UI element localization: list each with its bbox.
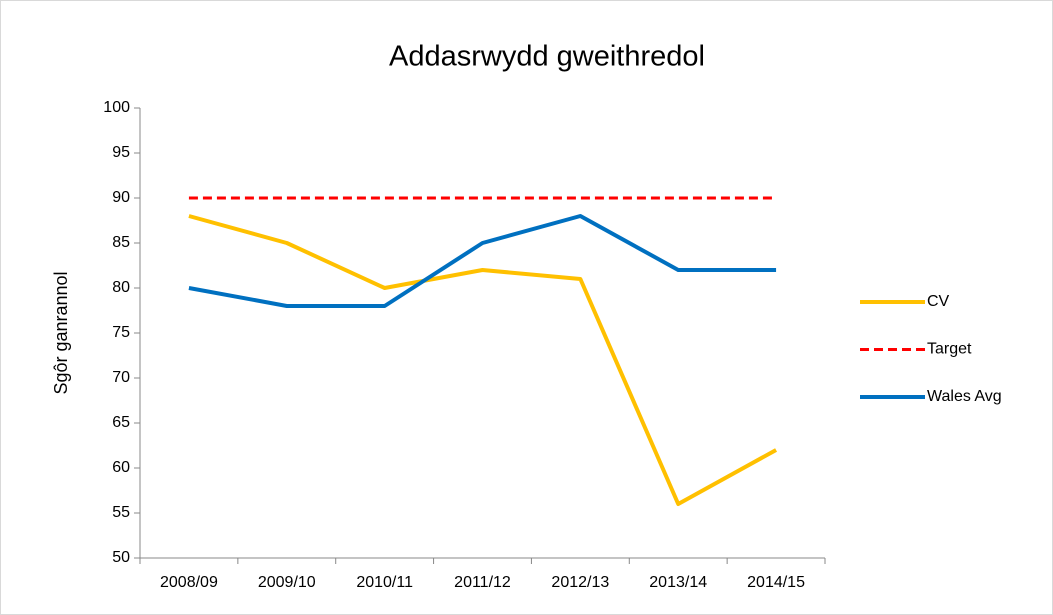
x-tick-label: 2013/14 — [649, 574, 707, 591]
legend-label: CV — [927, 293, 950, 310]
y-tick-label: 55 — [112, 504, 130, 521]
series-line — [188, 214, 777, 308]
y-tick-label: 85 — [112, 234, 130, 251]
x-tick-label: 2010/11 — [356, 574, 413, 591]
legend-label: Target — [927, 341, 972, 358]
y-tick-label: 70 — [112, 369, 130, 386]
x-tick-label: 2014/15 — [747, 574, 805, 591]
y-tick-label: 90 — [112, 189, 130, 206]
y-tick-label: 95 — [112, 144, 130, 161]
x-tick-label: 2011/12 — [454, 574, 511, 591]
y-tick-label: 75 — [112, 324, 130, 341]
y-axis-label: Sgôr ganrannol — [51, 271, 71, 394]
x-tick-label: 2008/09 — [160, 574, 218, 591]
x-tick-label: 2012/13 — [551, 574, 609, 591]
x-tick-label: 2009/10 — [258, 574, 316, 591]
chart-title: Addasrwydd gweithredol — [389, 41, 705, 73]
y-tick-label: 60 — [112, 459, 130, 476]
y-tick-label: 65 — [112, 414, 130, 431]
y-tick-label: 100 — [103, 99, 130, 116]
legend-label: Wales Avg — [927, 388, 1002, 405]
y-tick-label: 80 — [112, 279, 130, 296]
y-tick-label: 50 — [112, 549, 130, 566]
series-line — [188, 214, 778, 506]
